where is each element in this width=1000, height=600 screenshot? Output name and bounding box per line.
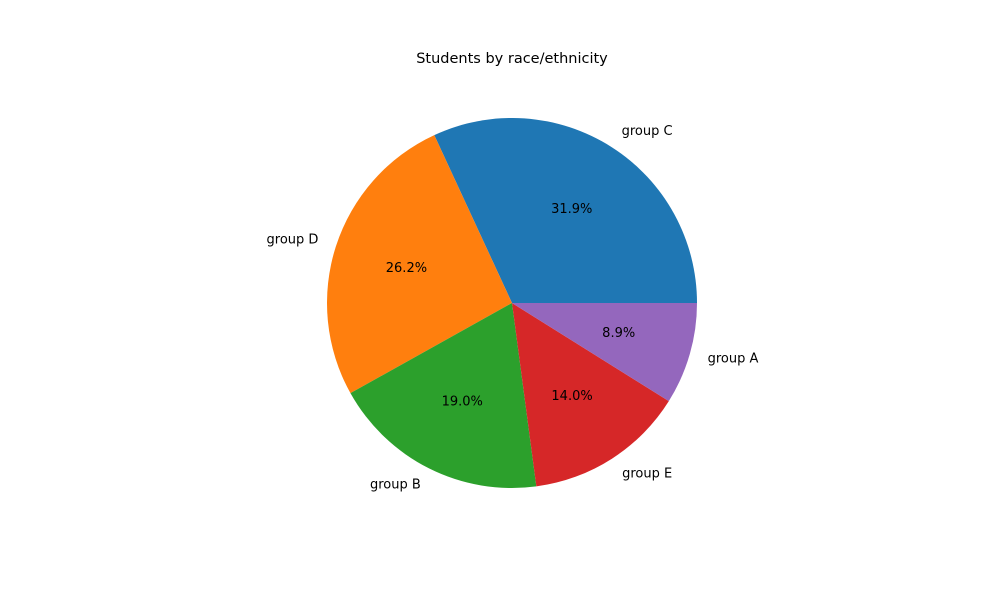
slice-label-group-c: group C (622, 124, 673, 139)
slice-label-group-a: group A (708, 352, 759, 367)
slice-percent-group-b: 19.0% (442, 395, 483, 410)
slice-percent-group-a: 8.9% (602, 326, 635, 341)
pie-slice-group-a (512, 303, 697, 402)
pie-labels: group C 31.9% group D 26.2% group B 19.0% grou… (267, 124, 759, 492)
slice-percent-group-d: 26.2% (386, 261, 427, 276)
slice-label-group-e: group E (622, 467, 672, 482)
pie-slice-group-c (434, 117, 697, 303)
pie-slice-group-b (350, 303, 537, 488)
slice-label-group-d: group D (267, 233, 319, 248)
pie-slice-group-d (326, 135, 512, 394)
pie-slices (326, 117, 697, 488)
slice-percent-group-e: 14.0% (551, 389, 592, 404)
slice-percent-group-c: 31.9% (551, 202, 592, 217)
pie-slice-group-e (512, 303, 669, 487)
slice-label-group-b: group B (370, 477, 421, 492)
chart-title: Students by race/ethnicity (416, 51, 608, 67)
